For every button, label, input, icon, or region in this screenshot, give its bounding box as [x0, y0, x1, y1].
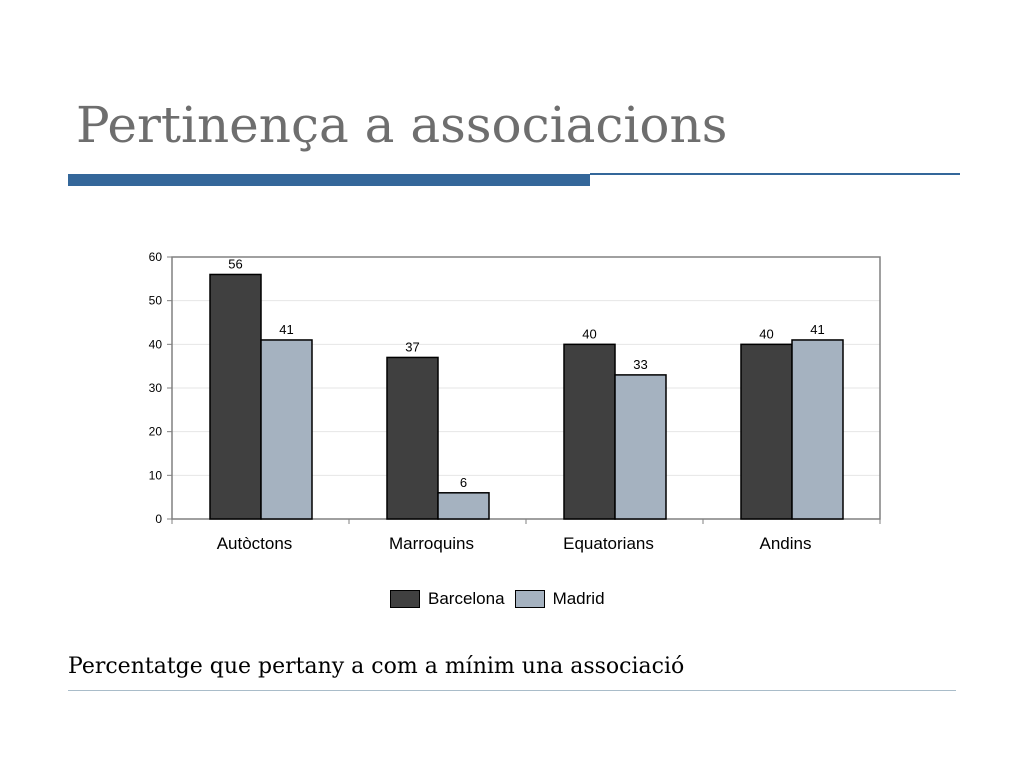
data-label-madrid-2: 33 — [633, 357, 647, 372]
title-underline-thick — [68, 174, 590, 186]
title-underline-thin — [590, 173, 960, 175]
x-axis-ticks — [171, 519, 881, 524]
legend-item-madrid: Madrid — [514, 589, 605, 609]
bar-barcelona-2 — [563, 343, 616, 520]
data-label-barcelona-0: 56 — [228, 256, 242, 271]
bar-barcelona-1 — [386, 356, 439, 520]
category-label: Autòctons — [217, 534, 293, 553]
y-axis-ticks: 0 10 20 30 40 50 60 — [149, 250, 172, 526]
data-label-madrid-3: 41 — [810, 322, 824, 337]
legend-swatch-madrid — [514, 590, 545, 608]
bars — [209, 273, 844, 520]
legend-label-madrid: Madrid — [552, 589, 605, 608]
y-tick-label: 30 — [149, 381, 163, 395]
data-labels: 56 41 37 6 40 33 40 41 — [228, 256, 824, 489]
bar-madrid-2 — [614, 374, 667, 520]
legend-swatch-barcelona — [390, 590, 420, 608]
y-tick-label: 60 — [149, 250, 163, 264]
category-labels: Autòctons Marroquins Equatorians Andins — [217, 534, 812, 553]
chart-legend: Barcelona Madrid — [390, 589, 615, 609]
bottom-divider — [68, 690, 956, 691]
y-tick-label: 40 — [149, 337, 163, 351]
category-label: Marroquins — [389, 534, 474, 553]
slide-title: Pertinença a associacions — [76, 96, 728, 154]
data-label-barcelona-1: 37 — [405, 339, 419, 354]
legend-label-barcelona: Barcelona — [428, 589, 505, 608]
bar-barcelona-3 — [740, 343, 793, 520]
data-label-madrid-0: 41 — [279, 322, 293, 337]
legend-item-barcelona: Barcelona — [390, 589, 505, 609]
category-label: Equatorians — [563, 534, 654, 553]
y-tick-label: 0 — [155, 512, 162, 526]
bar-barcelona-0 — [209, 273, 262, 520]
bar-madrid-3 — [791, 339, 844, 520]
data-label-madrid-1: 6 — [460, 475, 467, 490]
data-label-barcelona-2: 40 — [582, 326, 596, 341]
data-label-barcelona-3: 40 — [759, 326, 773, 341]
slide-subtitle: Percentatge que pertany a com a mínim un… — [68, 654, 685, 679]
bar-madrid-1 — [437, 492, 490, 520]
y-tick-label: 20 — [149, 425, 163, 439]
y-tick-label: 50 — [149, 294, 163, 308]
category-label: Andins — [760, 534, 812, 553]
bar-madrid-0 — [260, 339, 313, 520]
y-tick-label: 10 — [149, 468, 163, 482]
